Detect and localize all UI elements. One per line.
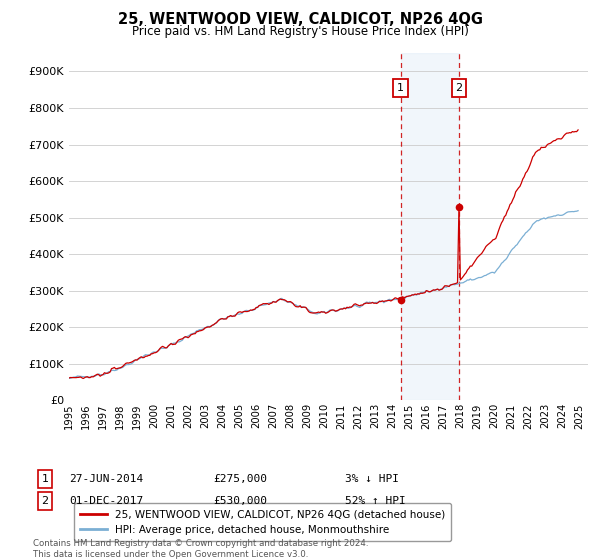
Text: 52% ↑ HPI: 52% ↑ HPI bbox=[345, 496, 406, 506]
Bar bbox=[401, 53, 459, 400]
Legend: 25, WENTWOOD VIEW, CALDICOT, NP26 4QG (detached house), HPI: Average price, deta: 25, WENTWOOD VIEW, CALDICOT, NP26 4QG (d… bbox=[74, 503, 451, 541]
Text: 1: 1 bbox=[397, 83, 404, 93]
Text: Contains HM Land Registry data © Crown copyright and database right 2024.
This d: Contains HM Land Registry data © Crown c… bbox=[33, 539, 368, 559]
Text: 01-DEC-2017: 01-DEC-2017 bbox=[69, 496, 143, 506]
Text: £275,000: £275,000 bbox=[213, 474, 267, 484]
Text: 27-JUN-2014: 27-JUN-2014 bbox=[69, 474, 143, 484]
Text: 1: 1 bbox=[41, 474, 49, 484]
Text: 2: 2 bbox=[455, 83, 463, 93]
Text: 25, WENTWOOD VIEW, CALDICOT, NP26 4QG: 25, WENTWOOD VIEW, CALDICOT, NP26 4QG bbox=[118, 12, 482, 27]
Text: 3% ↓ HPI: 3% ↓ HPI bbox=[345, 474, 399, 484]
Text: 2: 2 bbox=[41, 496, 49, 506]
Text: Price paid vs. HM Land Registry's House Price Index (HPI): Price paid vs. HM Land Registry's House … bbox=[131, 25, 469, 38]
Text: £530,000: £530,000 bbox=[213, 496, 267, 506]
